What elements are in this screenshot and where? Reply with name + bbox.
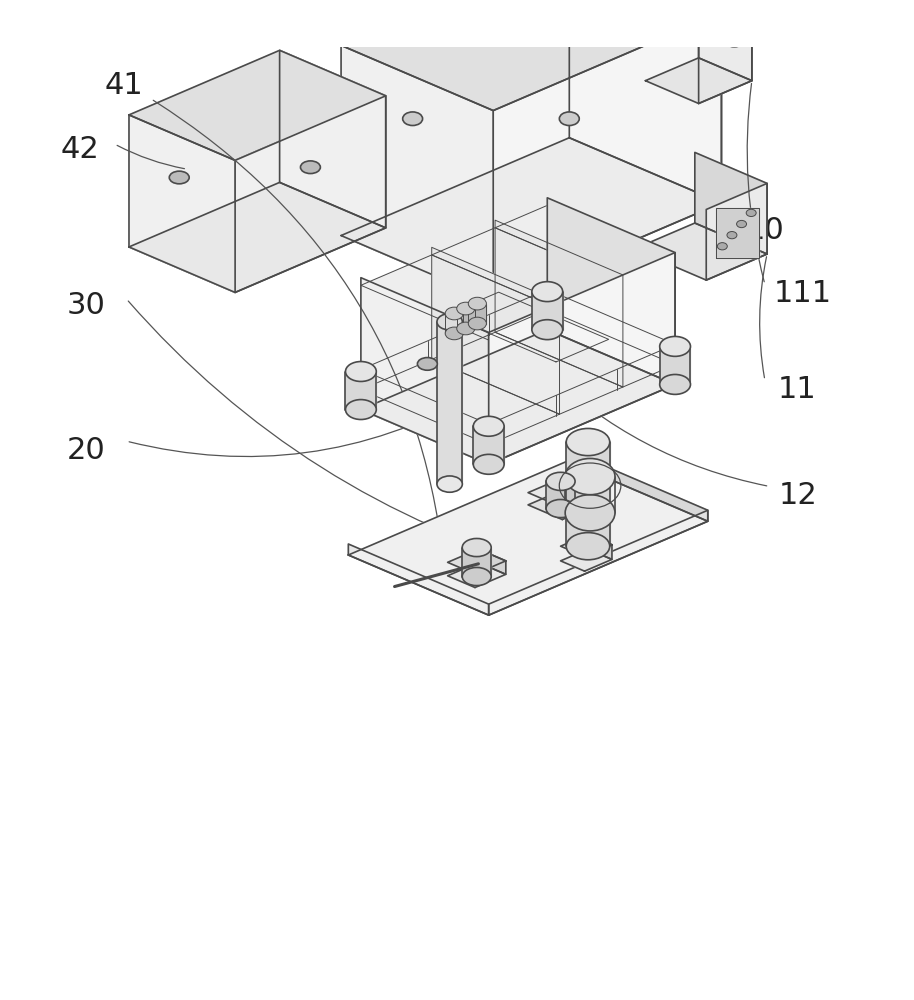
Ellipse shape [437,476,462,492]
Ellipse shape [559,112,579,126]
Ellipse shape [717,243,728,250]
Polygon shape [457,309,475,328]
Text: 42: 42 [61,135,100,164]
Polygon shape [341,45,494,301]
Text: 111: 111 [774,279,832,308]
Ellipse shape [403,112,422,126]
Polygon shape [698,0,752,81]
Polygon shape [361,330,675,464]
Polygon shape [558,479,593,506]
Ellipse shape [565,495,615,531]
Polygon shape [345,372,377,410]
Polygon shape [448,549,505,574]
Text: 41: 41 [104,71,143,100]
Polygon shape [568,450,707,521]
Polygon shape [280,50,386,228]
Polygon shape [446,292,609,362]
Ellipse shape [473,454,505,474]
Polygon shape [528,479,593,507]
Ellipse shape [660,374,690,394]
Ellipse shape [727,232,737,239]
Polygon shape [129,182,386,292]
Polygon shape [478,549,505,574]
Polygon shape [660,346,690,384]
Polygon shape [431,247,559,414]
Ellipse shape [660,336,690,356]
Ellipse shape [546,472,575,490]
Ellipse shape [532,282,563,302]
Ellipse shape [445,327,463,340]
Polygon shape [494,13,721,301]
Ellipse shape [169,171,189,184]
Ellipse shape [724,32,745,47]
Ellipse shape [445,307,463,320]
Polygon shape [468,304,486,324]
Ellipse shape [457,322,475,335]
Polygon shape [448,563,505,588]
Polygon shape [569,0,721,203]
Ellipse shape [345,400,377,420]
Text: 12: 12 [779,481,818,510]
Polygon shape [495,220,623,387]
Polygon shape [567,442,610,546]
Ellipse shape [473,416,505,436]
Text: 30: 30 [66,291,105,320]
Polygon shape [695,152,767,254]
Ellipse shape [301,161,321,174]
Ellipse shape [462,538,491,557]
Ellipse shape [468,297,486,310]
Ellipse shape [468,317,486,330]
Polygon shape [445,313,463,333]
Polygon shape [348,461,707,615]
Polygon shape [462,548,491,577]
Ellipse shape [565,458,615,495]
Polygon shape [546,481,575,509]
Ellipse shape [462,567,491,586]
Polygon shape [489,253,675,464]
Polygon shape [437,322,462,484]
Polygon shape [560,534,612,556]
Polygon shape [129,115,235,292]
Polygon shape [645,58,752,103]
Ellipse shape [457,302,475,315]
Polygon shape [634,223,767,280]
Polygon shape [361,278,489,464]
Polygon shape [129,50,386,160]
Ellipse shape [746,209,756,217]
Polygon shape [716,208,760,258]
Ellipse shape [567,533,610,560]
Ellipse shape [418,358,437,370]
Polygon shape [341,0,721,111]
Text: 11: 11 [777,375,816,404]
Polygon shape [341,138,721,301]
Ellipse shape [345,362,377,381]
Polygon shape [348,544,489,615]
Ellipse shape [567,428,610,456]
Polygon shape [361,255,559,340]
Text: 10: 10 [746,216,784,245]
Ellipse shape [532,320,563,340]
Polygon shape [495,205,675,283]
Ellipse shape [546,499,575,518]
Polygon shape [489,510,707,615]
Polygon shape [560,549,612,571]
Polygon shape [528,492,593,520]
Polygon shape [235,96,386,292]
Polygon shape [707,183,767,280]
Polygon shape [588,534,612,559]
Polygon shape [547,198,675,384]
Polygon shape [431,228,623,310]
Ellipse shape [737,220,747,228]
Text: 20: 20 [67,436,105,465]
Polygon shape [698,0,752,103]
Polygon shape [473,426,505,464]
Ellipse shape [437,314,462,330]
Polygon shape [532,292,563,330]
